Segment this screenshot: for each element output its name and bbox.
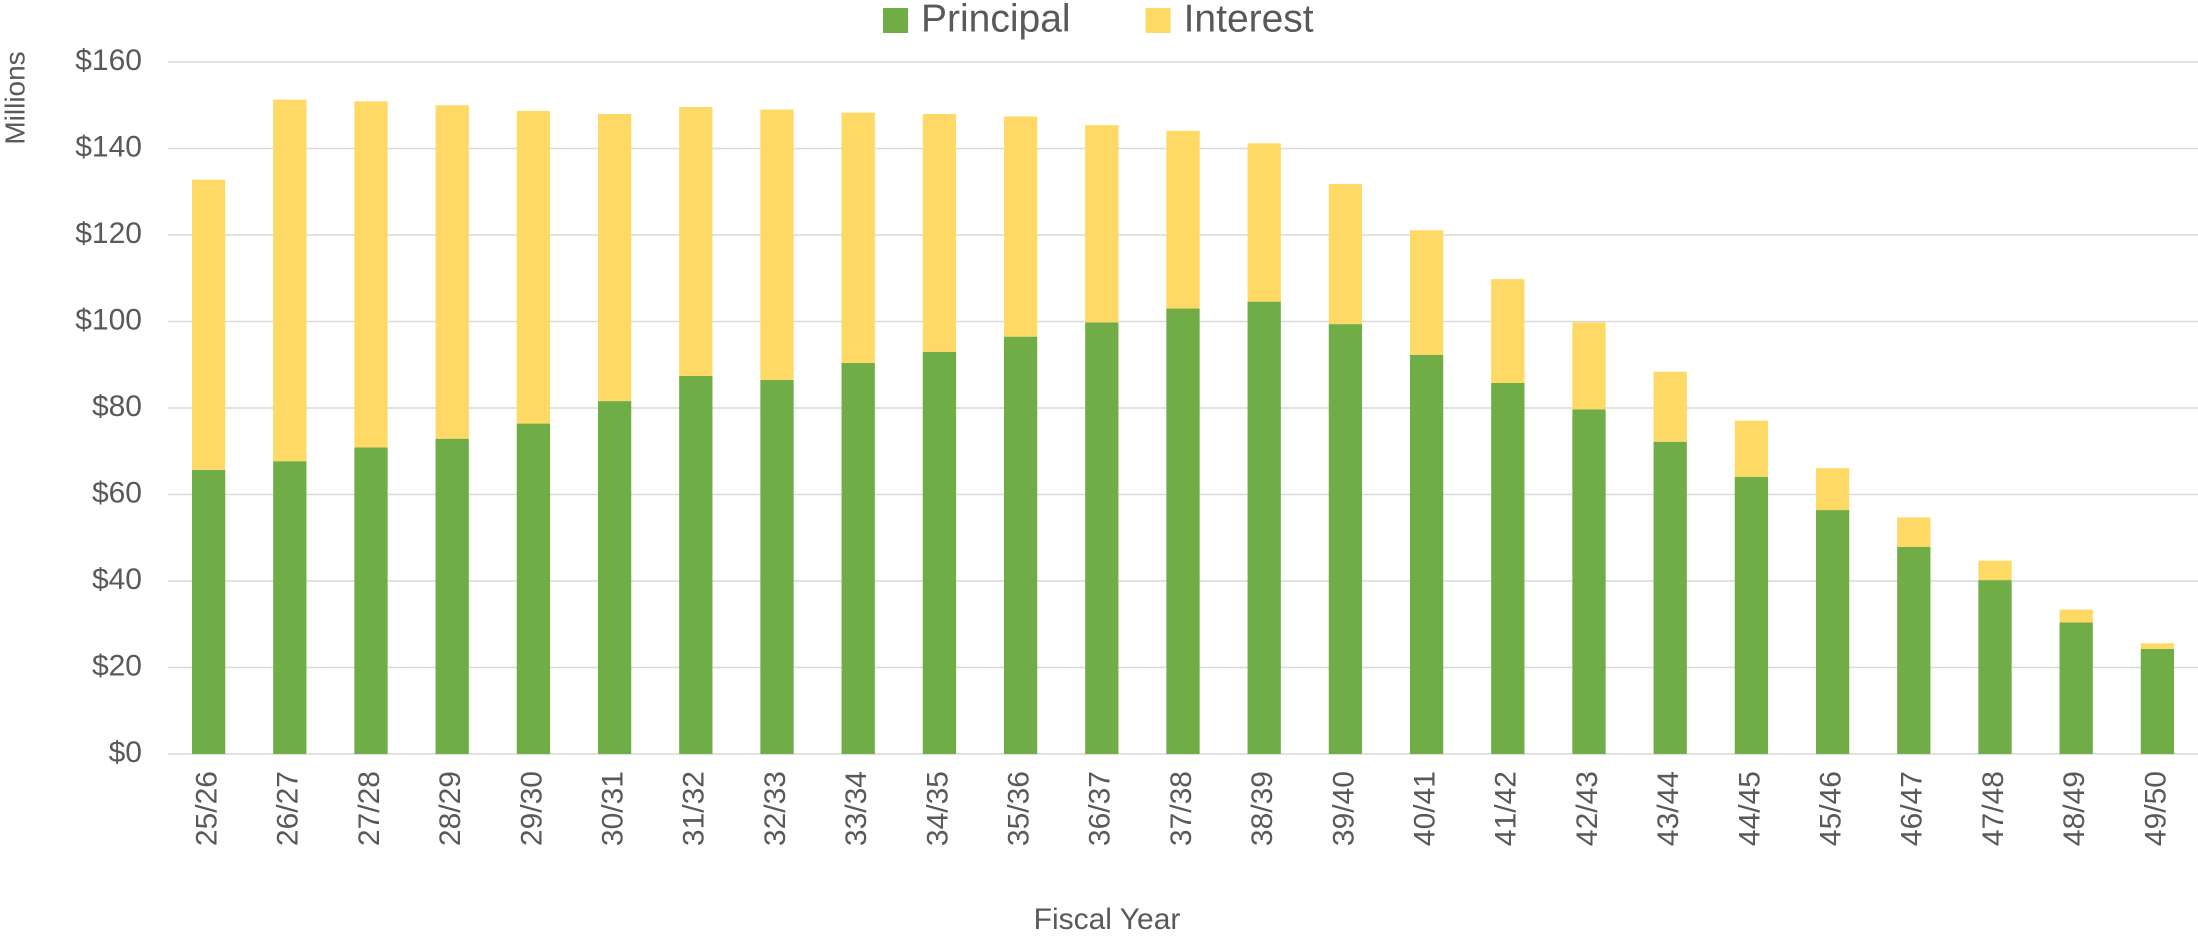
x-tick-label: 27/28 xyxy=(353,771,386,846)
bar-segment xyxy=(273,99,307,462)
y-tick-label: $100 xyxy=(75,303,142,336)
x-tick-label: 46/47 xyxy=(1896,771,1929,846)
bar-segment xyxy=(273,461,307,754)
bar-segment xyxy=(1815,468,1850,511)
bar-segment xyxy=(191,179,226,470)
y-tick-label: $40 xyxy=(92,563,142,596)
legend-swatch xyxy=(1145,8,1171,33)
y-tick-label: $80 xyxy=(92,390,142,423)
y-tick-label: $140 xyxy=(75,130,142,163)
bar-segment xyxy=(1815,510,1850,754)
bar-segment xyxy=(1572,409,1606,754)
x-tick-label: 45/46 xyxy=(1815,771,1848,846)
x-tick-label: 33/34 xyxy=(840,771,873,846)
bar-segment xyxy=(435,438,469,754)
bar-segment xyxy=(922,351,957,754)
bar-segment xyxy=(1897,546,1931,754)
x-tick-label: 37/38 xyxy=(1165,771,1198,846)
x-tick-label: 26/27 xyxy=(272,771,305,846)
x-tick-label: 28/29 xyxy=(434,771,467,846)
x-tick-label: 39/40 xyxy=(1327,771,1360,846)
bar-segment xyxy=(435,105,469,439)
x-tick-label: 35/36 xyxy=(1003,771,1036,846)
bar-segment xyxy=(679,106,713,376)
bar-segment xyxy=(1328,324,1363,754)
bar-segment xyxy=(1247,143,1281,302)
bar-segment xyxy=(1978,560,2012,581)
bar-segment xyxy=(1409,354,1444,754)
bar-segment xyxy=(516,110,551,424)
legend-swatch xyxy=(883,8,908,33)
bar-segment xyxy=(1978,580,2012,754)
bar-segment xyxy=(1328,183,1363,325)
bar-segment xyxy=(760,109,794,380)
x-tick-label: 32/33 xyxy=(759,771,792,846)
bar-segment xyxy=(1734,420,1769,477)
legend-label: Interest xyxy=(1184,0,1314,40)
x-tick-label: 38/39 xyxy=(1246,771,1279,846)
bar-segment xyxy=(841,112,875,364)
x-tick-label: 40/41 xyxy=(1409,771,1442,846)
x-tick-label: 42/43 xyxy=(1571,771,1604,846)
bar-segment xyxy=(1003,116,1038,337)
bar-segment xyxy=(2059,609,2093,623)
bar-segment xyxy=(597,113,632,402)
x-axis-title: Fiscal Year xyxy=(1034,903,1181,936)
bar-segment xyxy=(1085,125,1119,323)
bar-segment xyxy=(354,447,388,754)
bar-segment xyxy=(1734,476,1769,754)
y-axis-title: Millions xyxy=(0,51,30,144)
bar-segment xyxy=(1491,382,1525,754)
bar-segment xyxy=(354,101,388,448)
bar-segment xyxy=(516,423,551,754)
x-tick-label: 48/49 xyxy=(2058,771,2091,846)
bar-segment xyxy=(1247,301,1281,754)
bar-segment xyxy=(922,113,957,352)
legend-label: Principal xyxy=(921,0,1071,40)
bar-segment xyxy=(760,379,794,754)
bar-segment xyxy=(2140,643,2175,649)
y-tick-label: $20 xyxy=(92,649,142,682)
x-tick-label: 29/30 xyxy=(515,771,548,846)
bar-segment xyxy=(679,375,713,754)
bar-segment xyxy=(1653,371,1687,442)
bar-segment xyxy=(1897,517,1931,547)
bar-segment xyxy=(1572,322,1606,410)
bar-segment xyxy=(1166,308,1200,754)
y-tick-label: $60 xyxy=(92,476,142,509)
bar-segment xyxy=(1491,279,1525,383)
bar-segment xyxy=(1003,336,1038,754)
bar-segment xyxy=(1653,441,1687,754)
y-tick-label: $0 xyxy=(109,736,142,769)
x-tick-label: 34/35 xyxy=(921,771,954,846)
bar-segment xyxy=(2059,622,2093,754)
bar-segment xyxy=(1085,322,1119,754)
bar-segment xyxy=(191,469,226,754)
y-tick-label: $160 xyxy=(75,44,142,77)
x-tick-label: 36/37 xyxy=(1084,771,1117,846)
bar-segment xyxy=(1409,230,1444,355)
x-tick-label: 49/50 xyxy=(2139,771,2172,846)
y-tick-label: $120 xyxy=(75,217,142,250)
x-tick-label: 25/26 xyxy=(191,771,224,846)
x-tick-label: 47/48 xyxy=(1977,771,2010,846)
bar-segment xyxy=(1166,130,1200,309)
x-tick-label: 30/31 xyxy=(597,771,630,846)
x-tick-label: 44/45 xyxy=(1733,771,1766,846)
x-tick-label: 41/42 xyxy=(1490,771,1523,846)
x-tick-label: 43/44 xyxy=(1652,771,1685,846)
x-tick-label: 31/32 xyxy=(678,771,711,846)
bar-segment xyxy=(597,401,632,754)
bar-segment xyxy=(841,363,875,754)
bar-segment xyxy=(2140,648,2175,754)
